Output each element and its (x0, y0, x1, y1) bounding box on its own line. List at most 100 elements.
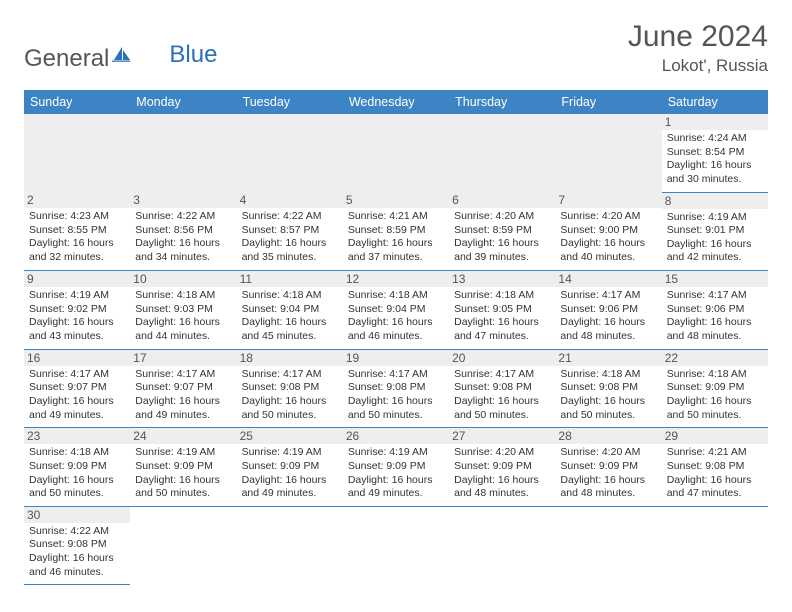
calendar-day-cell: 23 Sunrise: 4:18 AMSunset: 9:09 PMDayligh… (24, 428, 130, 507)
day-details: Sunrise: 4:22 AMSunset: 9:08 PMDaylight:… (29, 525, 125, 580)
calendar-body: 1 Sunrise: 4:24 AMSunset: 8:54 PMDaylight… (24, 114, 768, 585)
calendar-day-cell: 13 Sunrise: 4:18 AMSunset: 9:05 PMDayligh… (449, 271, 555, 350)
day-number: 20 (449, 350, 555, 366)
logo: General Blue (24, 42, 217, 76)
day-number: 11 (237, 271, 343, 287)
calendar-day-cell: 9 Sunrise: 4:19 AMSunset: 9:02 PMDaylight… (24, 271, 130, 350)
day-details: Sunrise: 4:20 AMSunset: 9:09 PMDaylight:… (454, 446, 550, 501)
calendar-day-cell (449, 506, 555, 585)
calendar-table: SundayMondayTuesdayWednesdayThursdayFrid… (24, 90, 768, 585)
day-number: 8 (662, 193, 768, 209)
day-details: Sunrise: 4:23 AMSunset: 8:55 PMDaylight:… (29, 210, 125, 265)
calendar-day-cell: 8 Sunrise: 4:19 AMSunset: 9:01 PMDaylight… (662, 192, 768, 271)
day-details: Sunrise: 4:22 AMSunset: 8:57 PMDaylight:… (242, 210, 338, 265)
weekday-header: Saturday (662, 90, 768, 114)
calendar-day-cell (130, 114, 236, 192)
day-details: Sunrise: 4:18 AMSunset: 9:08 PMDaylight:… (560, 368, 656, 423)
day-number: 5 (343, 192, 449, 208)
calendar-day-cell (555, 114, 661, 192)
day-details: Sunrise: 4:17 AMSunset: 9:08 PMDaylight:… (454, 368, 550, 423)
day-number: 14 (555, 271, 661, 287)
calendar-day-cell: 28 Sunrise: 4:20 AMSunset: 9:09 PMDayligh… (555, 428, 661, 507)
day-details: Sunrise: 4:18 AMSunset: 9:04 PMDaylight:… (348, 289, 444, 344)
logo-text-blue: Blue (169, 41, 217, 69)
day-details: Sunrise: 4:19 AMSunset: 9:09 PMDaylight:… (135, 446, 231, 501)
calendar-week-row: 16 Sunrise: 4:17 AMSunset: 9:07 PMDayligh… (24, 349, 768, 428)
day-details: Sunrise: 4:17 AMSunset: 9:08 PMDaylight:… (242, 368, 338, 423)
day-number: 28 (555, 428, 661, 444)
day-number: 25 (237, 428, 343, 444)
day-number: 29 (662, 428, 768, 444)
calendar-day-cell: 5 Sunrise: 4:21 AMSunset: 8:59 PMDaylight… (343, 192, 449, 271)
day-details: Sunrise: 4:20 AMSunset: 8:59 PMDaylight:… (454, 210, 550, 265)
calendar-day-cell: 7 Sunrise: 4:20 AMSunset: 9:00 PMDaylight… (555, 192, 661, 271)
weekday-header: Wednesday (343, 90, 449, 114)
day-number: 13 (449, 271, 555, 287)
logo-sail-icon (111, 42, 131, 70)
weekday-header: Friday (555, 90, 661, 114)
day-details: Sunrise: 4:19 AMSunset: 9:02 PMDaylight:… (29, 289, 125, 344)
calendar-day-cell (555, 506, 661, 585)
day-number: 19 (343, 350, 449, 366)
day-details: Sunrise: 4:18 AMSunset: 9:04 PMDaylight:… (242, 289, 338, 344)
calendar-header-row: SundayMondayTuesdayWednesdayThursdayFrid… (24, 90, 768, 114)
weekday-header: Tuesday (237, 90, 343, 114)
day-details: Sunrise: 4:24 AMSunset: 8:54 PMDaylight:… (667, 132, 763, 187)
calendar-day-cell: 25 Sunrise: 4:19 AMSunset: 9:09 PMDayligh… (237, 428, 343, 507)
day-number: 23 (24, 428, 130, 444)
day-details: Sunrise: 4:17 AMSunset: 9:07 PMDaylight:… (29, 368, 125, 423)
calendar-day-cell: 26 Sunrise: 4:19 AMSunset: 9:09 PMDayligh… (343, 428, 449, 507)
calendar-day-cell (24, 114, 130, 192)
day-details: Sunrise: 4:22 AMSunset: 8:56 PMDaylight:… (135, 210, 231, 265)
day-number: 26 (343, 428, 449, 444)
calendar-week-row: 23 Sunrise: 4:18 AMSunset: 9:09 PMDayligh… (24, 428, 768, 507)
day-number: 27 (449, 428, 555, 444)
day-details: Sunrise: 4:18 AMSunset: 9:05 PMDaylight:… (454, 289, 550, 344)
calendar-day-cell: 22Sunrise: 4:18 AMSunset: 9:09 PMDayligh… (662, 349, 768, 428)
day-details: Sunrise: 4:21 AMSunset: 8:59 PMDaylight:… (348, 210, 444, 265)
day-number: 21 (555, 350, 661, 366)
day-number: 30 (24, 507, 130, 523)
calendar-day-cell: 3 Sunrise: 4:22 AMSunset: 8:56 PMDaylight… (130, 192, 236, 271)
day-number: 17 (130, 350, 236, 366)
day-number: 9 (24, 271, 130, 287)
calendar-day-cell: 15Sunrise: 4:17 AMSunset: 9:06 PMDayligh… (662, 271, 768, 350)
day-details: Sunrise: 4:21 AMSunset: 9:08 PMDaylight:… (667, 446, 763, 501)
day-details: Sunrise: 4:20 AMSunset: 9:00 PMDaylight:… (560, 210, 656, 265)
calendar-week-row: 2 Sunrise: 4:23 AMSunset: 8:55 PMDaylight… (24, 192, 768, 271)
calendar-day-cell: 29 Sunrise: 4:21 AMSunset: 9:08 PMDayligh… (662, 428, 768, 507)
day-details: Sunrise: 4:20 AMSunset: 9:09 PMDaylight:… (560, 446, 656, 501)
calendar-day-cell (449, 114, 555, 192)
calendar-day-cell: 1 Sunrise: 4:24 AMSunset: 8:54 PMDaylight… (662, 114, 768, 192)
day-number: 1 (662, 114, 768, 130)
day-details: Sunrise: 4:19 AMSunset: 9:01 PMDaylight:… (667, 211, 763, 266)
calendar-week-row: 1 Sunrise: 4:24 AMSunset: 8:54 PMDaylight… (24, 114, 768, 192)
day-number: 2 (24, 192, 130, 208)
header-right: June 2024 Lokot', Russia (628, 20, 768, 76)
day-details: Sunrise: 4:19 AMSunset: 9:09 PMDaylight:… (348, 446, 444, 501)
location-label: Lokot', Russia (628, 56, 768, 76)
day-number: 24 (130, 428, 236, 444)
logo-text-general: General (24, 45, 109, 73)
calendar-day-cell: 16 Sunrise: 4:17 AMSunset: 9:07 PMDayligh… (24, 349, 130, 428)
calendar-day-cell: 30 Sunrise: 4:22 AMSunset: 9:08 PMDayligh… (24, 506, 130, 585)
day-details: Sunrise: 4:19 AMSunset: 9:09 PMDaylight:… (242, 446, 338, 501)
day-number: 6 (449, 192, 555, 208)
calendar-day-cell (130, 506, 236, 585)
day-number: 3 (130, 192, 236, 208)
calendar-day-cell: 11 Sunrise: 4:18 AMSunset: 9:04 PMDayligh… (237, 271, 343, 350)
day-number: 15 (662, 271, 768, 287)
day-number: 16 (24, 350, 130, 366)
calendar-day-cell (662, 506, 768, 585)
day-number: 4 (237, 192, 343, 208)
calendar-day-cell: 18Sunrise: 4:17 AMSunset: 9:08 PMDayligh… (237, 349, 343, 428)
calendar-day-cell: 4 Sunrise: 4:22 AMSunset: 8:57 PMDaylight… (237, 192, 343, 271)
day-number: 7 (555, 192, 661, 208)
day-number: 12 (343, 271, 449, 287)
calendar-day-cell: 12 Sunrise: 4:18 AMSunset: 9:04 PMDayligh… (343, 271, 449, 350)
calendar-day-cell: 24 Sunrise: 4:19 AMSunset: 9:09 PMDayligh… (130, 428, 236, 507)
calendar-day-cell (343, 114, 449, 192)
day-number: 10 (130, 271, 236, 287)
day-details: Sunrise: 4:18 AMSunset: 9:09 PMDaylight:… (29, 446, 125, 501)
calendar-day-cell: 20 Sunrise: 4:17 AMSunset: 9:08 PMDayligh… (449, 349, 555, 428)
